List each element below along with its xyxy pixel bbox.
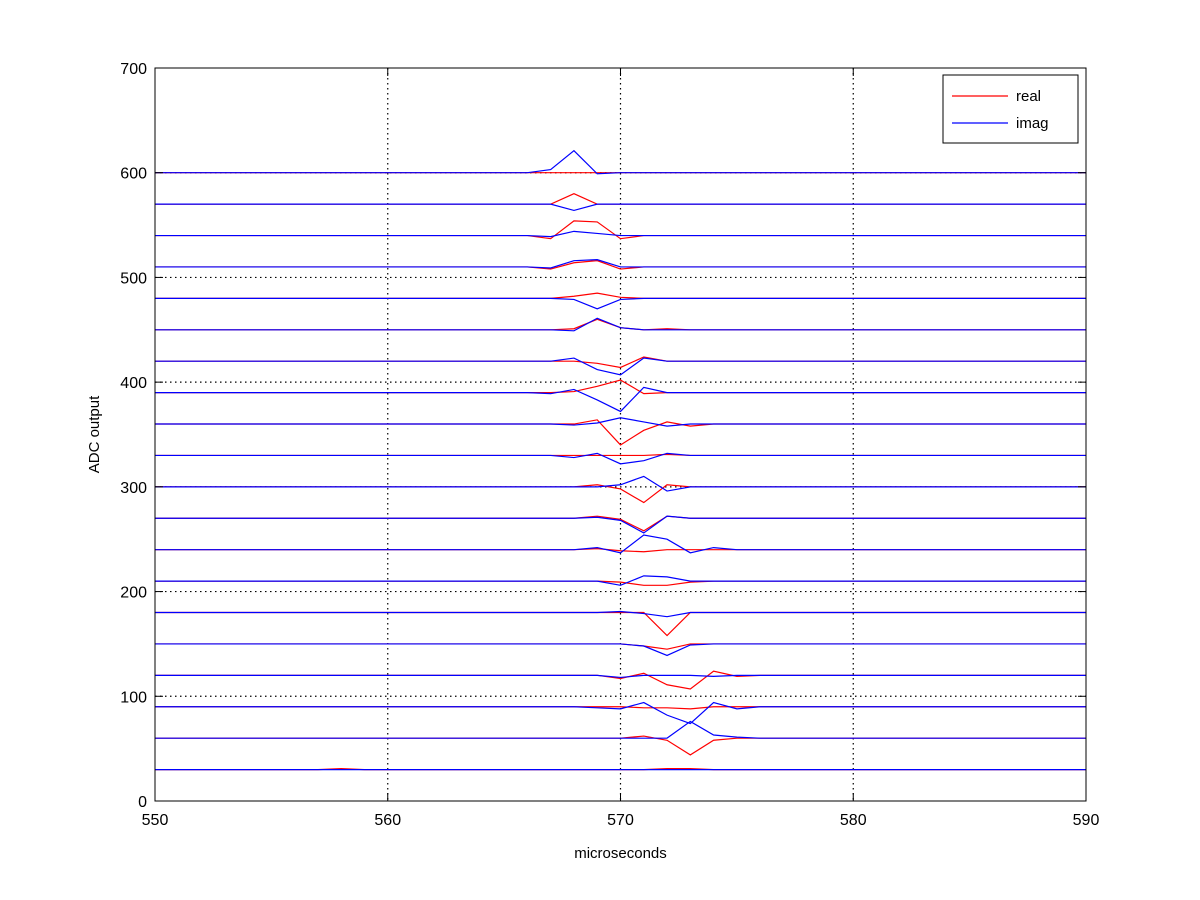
trace-510 — [155, 259, 1086, 270]
trace-270 — [155, 515, 1086, 534]
axis-ticks: 550 560 570 580 590 0 100 200 300 400 500 600 700 — [120, 61, 1099, 829]
imag-series-line-180 — [155, 610, 1086, 618]
x-tick-label-590: 590 — [1073, 812, 1100, 829]
y-tick-label-200: 200 — [120, 585, 147, 602]
x-tick-label-550: 550 — [142, 812, 169, 829]
x-tick-label-560: 560 — [374, 812, 401, 829]
y-tick-label-600: 600 — [120, 166, 147, 183]
trace-180 — [155, 610, 1086, 637]
imag-series-line-390 — [155, 386, 1086, 413]
trace-60 — [155, 720, 1086, 756]
trace-390 — [155, 379, 1086, 413]
imag-series-line-360 — [155, 417, 1086, 427]
y-tick-label-0: 0 — [138, 794, 147, 811]
imag-series-line-270 — [155, 515, 1086, 534]
y-tick-label-100: 100 — [120, 689, 147, 706]
legend-box — [942, 74, 1079, 144]
y-tick-label-500: 500 — [120, 270, 147, 287]
imag-series-line-540 — [155, 230, 1086, 238]
imag-series-line-450 — [155, 317, 1086, 332]
x-axis-label: microseconds — [574, 845, 667, 862]
imag-series-line-420 — [155, 357, 1086, 376]
trace-480 — [155, 292, 1086, 310]
legend: real imag — [942, 74, 1079, 144]
imag-series-line-600 — [155, 149, 1086, 175]
imag-series-line-300 — [155, 475, 1086, 492]
trace-360 — [155, 417, 1086, 446]
imag-series-line-60 — [155, 720, 1086, 739]
imag-series-line-510 — [155, 259, 1086, 269]
legend-label-real: real — [1016, 88, 1041, 105]
trace-330 — [155, 452, 1086, 465]
imag-series-line-90 — [155, 701, 1086, 725]
trace-150 — [155, 643, 1086, 657]
trace-570 — [155, 193, 1086, 212]
imag-series-line-120 — [155, 674, 1086, 679]
imag-series-line-330 — [155, 452, 1086, 465]
trace-120 — [155, 670, 1086, 690]
trace-540 — [155, 220, 1086, 240]
trace-450 — [155, 317, 1086, 332]
trace-300 — [155, 475, 1086, 504]
y-tick-label-300: 300 — [120, 480, 147, 497]
x-tick-label-570: 570 — [607, 812, 634, 829]
series-traces — [155, 149, 1086, 771]
legend-label-imag: imag — [1016, 115, 1049, 132]
trace-210 — [155, 575, 1086, 586]
trace-30 — [155, 767, 1086, 771]
imag-series-line-210 — [155, 575, 1086, 586]
trace-600 — [155, 149, 1086, 175]
y-axis-label: ADC output — [86, 395, 103, 473]
imag-series-line-570 — [155, 203, 1086, 212]
y-tick-label-700: 700 — [120, 61, 147, 78]
imag-series-line-150 — [155, 643, 1086, 657]
trace-420 — [155, 356, 1086, 376]
x-tick-label-580: 580 — [840, 812, 867, 829]
trace-90 — [155, 701, 1086, 725]
y-tick-label-400: 400 — [120, 375, 147, 392]
imag-series-line-480 — [155, 297, 1086, 310]
trace-240 — [155, 534, 1086, 554]
imag-series-line-240 — [155, 534, 1086, 554]
